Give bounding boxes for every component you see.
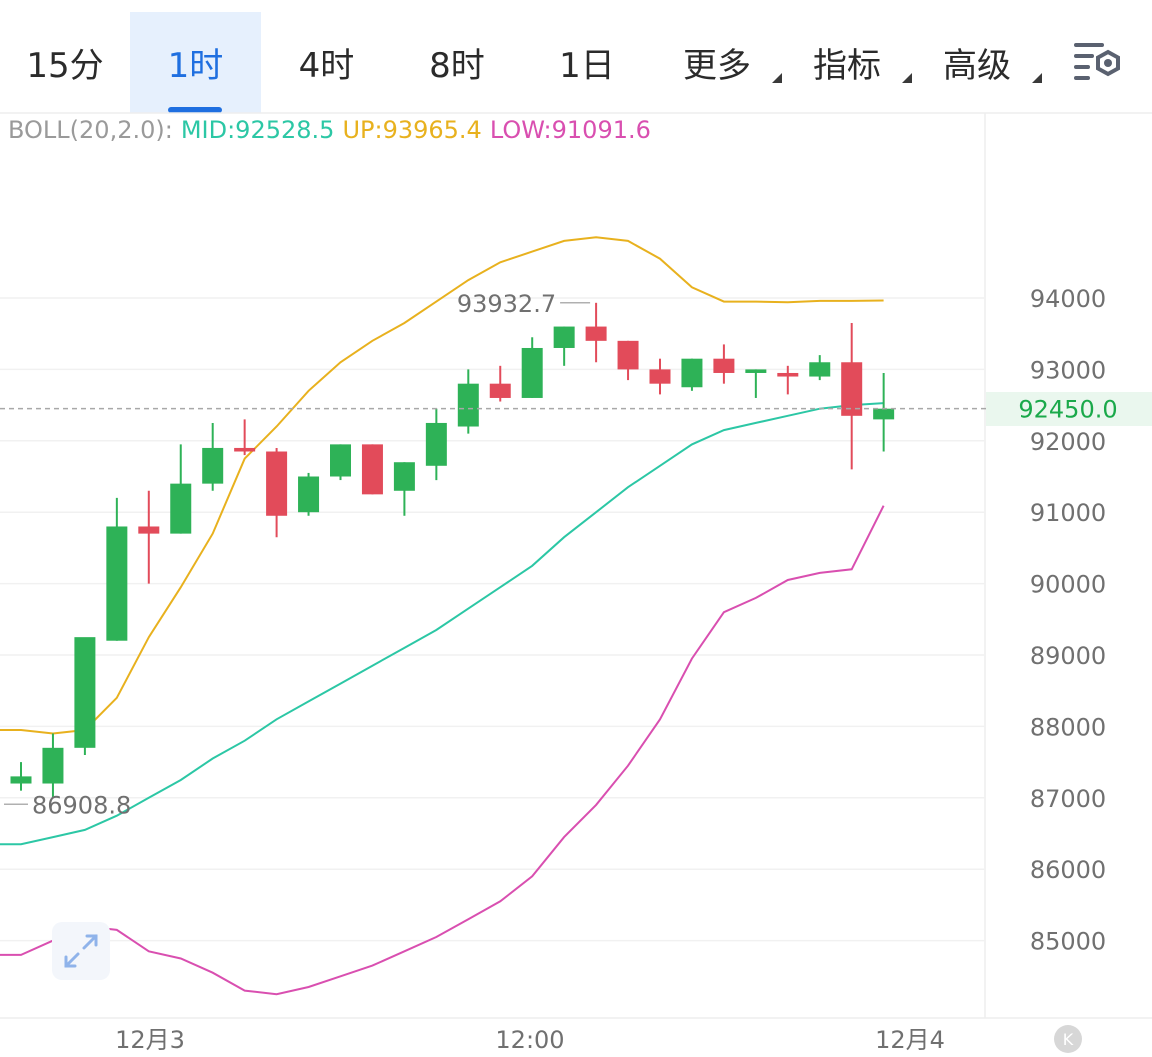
y-tick-label: 85000: [1030, 928, 1106, 956]
tab-label: 1日: [559, 46, 615, 86]
active-tab-indicator: [168, 107, 222, 113]
candle-body-up: [457, 383, 479, 427]
candle-body-down: [138, 526, 160, 534]
expand-arrows-icon[interactable]: [52, 922, 110, 980]
tab-label: 更多: [683, 46, 751, 86]
candle-body-up: [521, 347, 543, 398]
candle-body-down: [649, 369, 671, 384]
x-tick-label: 12:00: [495, 1026, 564, 1054]
k-logo-icon[interactable]: K: [1054, 1025, 1082, 1053]
boll-lower-line: [0, 505, 885, 996]
timeframe-tab-bar: 15分 1时 4时 8时 1日 更多 指标 高级: [0, 0, 1152, 113]
candle-body-up: [425, 422, 447, 466]
y-tick-label: 91000: [1030, 499, 1106, 527]
tab-1day[interactable]: 1日: [522, 12, 652, 113]
tab-label: 高级: [943, 46, 1011, 86]
candle-body-down: [489, 383, 511, 398]
candle-body-down: [617, 340, 639, 370]
dropdown-caret-icon: [1032, 73, 1042, 83]
boll-low-value: LOW:91091.6: [489, 116, 651, 144]
tab-8hour[interactable]: 8时: [392, 12, 522, 113]
tab-more-dropdown[interactable]: 更多: [652, 12, 782, 113]
candle-body-up: [106, 526, 128, 641]
max-price-marker: 93932.7: [457, 290, 556, 318]
y-tick-label: 86000: [1030, 856, 1106, 884]
tab-label: 1时: [167, 46, 224, 86]
dropdown-caret-icon: [772, 73, 782, 83]
tab-label: 4时: [298, 46, 355, 86]
candle-body-up: [202, 447, 224, 484]
y-tick-label: 90000: [1030, 571, 1106, 599]
candle-body-up: [745, 369, 767, 373]
y-tick-label: 93000: [1030, 356, 1106, 384]
tab-1hour[interactable]: 1时: [130, 12, 261, 113]
x-tick-label: 12月3: [115, 1026, 185, 1054]
boll-mid-value: MID:92528.5: [180, 116, 335, 144]
y-tick-label: 88000: [1030, 713, 1106, 741]
candle-body-down: [777, 372, 799, 377]
tab-4hour[interactable]: 4时: [261, 12, 392, 113]
candle-body-up: [330, 444, 351, 477]
candle-body-down: [234, 447, 256, 452]
candle-body-down: [361, 444, 383, 495]
y-tick-label: 94000: [1030, 285, 1106, 313]
current-price-tag-bg: [986, 392, 1152, 426]
candle-body-down: [841, 362, 863, 416]
candle-body-down: [713, 358, 735, 373]
y-tick-label: 92000: [1030, 428, 1106, 456]
chart-settings-icon[interactable]: [1070, 40, 1126, 84]
current-price-label: 92450.0: [1018, 396, 1117, 424]
boll-legend: BOLL(20,2.0): MID:92528.5 UP:93965.4 LOW:91…: [8, 116, 659, 144]
y-tick-label: 87000: [1030, 785, 1106, 813]
candle-body-up: [10, 776, 32, 784]
candle-body-up: [809, 362, 831, 377]
candle-body-up: [681, 358, 703, 388]
tab-indicators-dropdown[interactable]: 指标: [782, 12, 912, 113]
boll-up-value: UP:93965.4: [342, 116, 482, 144]
candle-body-up: [170, 483, 192, 534]
candle-body-up: [298, 476, 320, 513]
candle-body-up: [873, 408, 895, 420]
candle-body-down: [585, 326, 607, 341]
tab-advanced-dropdown[interactable]: 高级: [912, 12, 1042, 113]
candle-body-up: [74, 637, 96, 748]
tab-label: 15分: [26, 46, 104, 86]
tab-15min[interactable]: 15分: [0, 12, 130, 113]
candle-body-down: [266, 451, 288, 516]
x-tick-label: 12月4: [875, 1026, 945, 1054]
tab-label: 8时: [429, 46, 485, 86]
indicator-name: BOLL(20,2.0):: [8, 116, 173, 144]
tab-label: 指标: [813, 46, 881, 86]
min-price-marker: 86908.8: [32, 791, 131, 819]
dropdown-caret-icon: [902, 73, 912, 83]
k-button-label: K: [1062, 1029, 1074, 1049]
candle-body-up: [553, 326, 575, 348]
candle-body-up: [393, 462, 415, 491]
boll-mid-line: [0, 402, 884, 846]
boll-upper-line: [0, 236, 884, 735]
y-tick-label: 89000: [1030, 642, 1106, 670]
candle-body-up: [42, 747, 64, 784]
